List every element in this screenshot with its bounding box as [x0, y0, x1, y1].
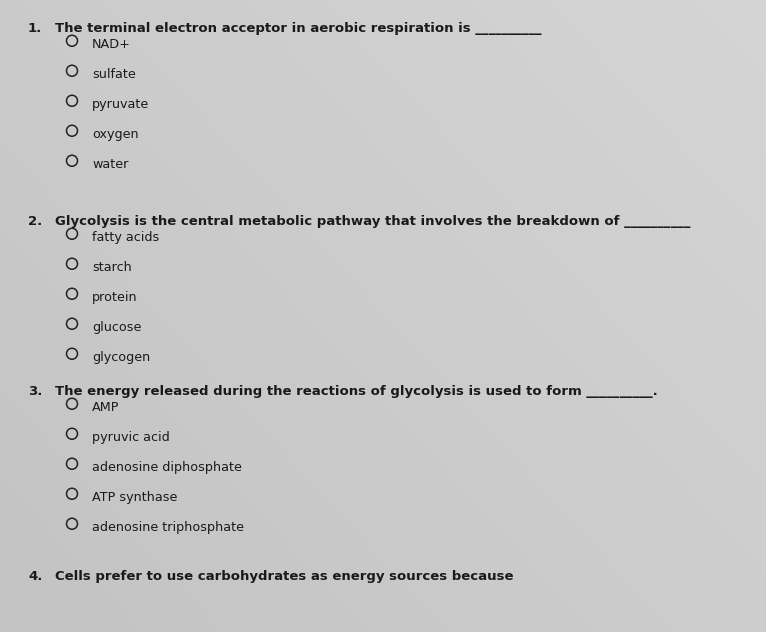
Text: NAD+: NAD+ [92, 38, 131, 51]
Text: protein: protein [92, 291, 138, 304]
Text: water: water [92, 158, 129, 171]
Text: adenosine triphosphate: adenosine triphosphate [92, 521, 244, 534]
Text: oxygen: oxygen [92, 128, 139, 141]
Text: 2.: 2. [28, 215, 42, 228]
Text: The energy released during the reactions of glycolysis is used to form _________: The energy released during the reactions… [55, 385, 658, 398]
Text: 4.: 4. [28, 570, 42, 583]
Text: pyruvic acid: pyruvic acid [92, 431, 170, 444]
Text: fatty acids: fatty acids [92, 231, 159, 244]
Text: AMP: AMP [92, 401, 119, 414]
Text: glycogen: glycogen [92, 351, 150, 364]
Text: 3.: 3. [28, 385, 42, 398]
Text: 1.: 1. [28, 22, 42, 35]
Text: Glycolysis is the central metabolic pathway that involves the breakdown of _____: Glycolysis is the central metabolic path… [55, 215, 690, 228]
Text: The terminal electron acceptor in aerobic respiration is __________: The terminal electron acceptor in aerobi… [55, 22, 542, 35]
Text: glucose: glucose [92, 321, 142, 334]
Text: sulfate: sulfate [92, 68, 136, 81]
Text: Cells prefer to use carbohydrates as energy sources because: Cells prefer to use carbohydrates as ene… [55, 570, 513, 583]
Text: starch: starch [92, 261, 132, 274]
Text: ATP synthase: ATP synthase [92, 491, 178, 504]
Text: pyruvate: pyruvate [92, 98, 149, 111]
Text: adenosine diphosphate: adenosine diphosphate [92, 461, 242, 474]
